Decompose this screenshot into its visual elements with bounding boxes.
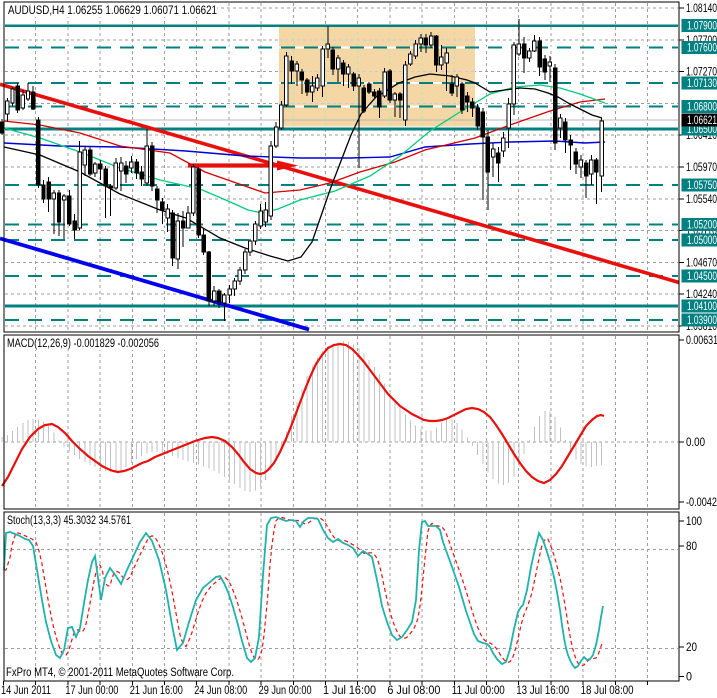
svg-text:1.06621: 1.06621 bbox=[687, 115, 717, 127]
svg-text:Stoch(13,3,3) 45.3032 34.5761: Stoch(13,3,3) 45.3032 34.5761 bbox=[7, 515, 131, 527]
svg-text:80: 80 bbox=[686, 541, 697, 553]
svg-text:-0.00423: -0.00423 bbox=[686, 497, 717, 509]
svg-text:21 Jun 16:00: 21 Jun 16:00 bbox=[130, 685, 183, 697]
svg-text:AUDUSD,H4 1.06255 1.06629 1.0: AUDUSD,H4 1.06255 1.06629 1.06071 1.0662… bbox=[8, 5, 217, 17]
svg-text:MACD(12,26,9) -0.001829 -0.002: MACD(12,26,9) -0.001829 -0.002056 bbox=[7, 338, 159, 350]
svg-text:1.05970: 1.05970 bbox=[686, 162, 717, 174]
svg-text:11 Jul 00:00: 11 Jul 00:00 bbox=[452, 685, 505, 697]
svg-text:1.07600: 1.07600 bbox=[687, 43, 717, 55]
svg-text:1.05200: 1.05200 bbox=[687, 220, 717, 232]
svg-text:29 Jun 00:00: 29 Jun 00:00 bbox=[259, 685, 312, 697]
svg-text:0: 0 bbox=[686, 672, 692, 684]
svg-text:1.08140: 1.08140 bbox=[686, 3, 717, 15]
svg-text:1.05540: 1.05540 bbox=[686, 194, 717, 206]
svg-text:100: 100 bbox=[686, 516, 702, 528]
svg-text:1.04240: 1.04240 bbox=[686, 289, 717, 301]
svg-text:0.00631: 0.00631 bbox=[686, 335, 717, 347]
svg-text:13 Jul 16:00: 13 Jul 16:00 bbox=[516, 685, 569, 697]
svg-text:1.03900: 1.03900 bbox=[687, 315, 717, 327]
svg-text:1.07900: 1.07900 bbox=[687, 21, 717, 33]
svg-text:1.04100: 1.04100 bbox=[687, 301, 717, 313]
svg-text:24 Jun 08:00: 24 Jun 08:00 bbox=[194, 685, 247, 697]
svg-text:6 Jul 08:00: 6 Jul 08:00 bbox=[387, 685, 440, 697]
svg-text:14 Jun 2011: 14 Jun 2011 bbox=[1, 685, 51, 697]
svg-text:0.00: 0.00 bbox=[686, 437, 705, 449]
svg-text:1 Jul 16:00: 1 Jul 16:00 bbox=[323, 685, 376, 697]
svg-text:1.05750: 1.05750 bbox=[687, 180, 717, 192]
svg-text:1.07270: 1.07270 bbox=[686, 67, 717, 79]
svg-text:1.04670: 1.04670 bbox=[686, 257, 717, 269]
svg-text:20: 20 bbox=[686, 642, 697, 654]
svg-text:1.07130: 1.07130 bbox=[687, 78, 717, 90]
svg-text:FxPro MT4, © 2001-2011 MetaQuo: FxPro MT4, © 2001-2011 MetaQuotes Softwa… bbox=[6, 667, 234, 679]
svg-text:1.06800: 1.06800 bbox=[687, 102, 717, 114]
svg-text:1.04500: 1.04500 bbox=[687, 271, 717, 283]
svg-text:18 Jul 08:00: 18 Jul 08:00 bbox=[581, 685, 634, 697]
svg-text:1.06500: 1.06500 bbox=[687, 124, 717, 136]
svg-text:17 Jun 00:00: 17 Jun 00:00 bbox=[65, 685, 118, 697]
svg-text:1.05000: 1.05000 bbox=[687, 235, 717, 247]
